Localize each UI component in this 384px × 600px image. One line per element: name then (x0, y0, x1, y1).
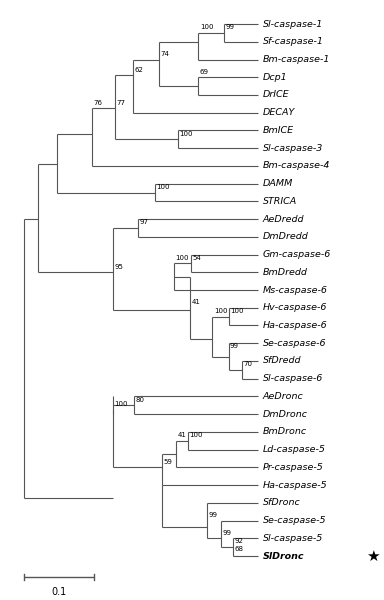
Text: Ms-caspase-6: Ms-caspase-6 (263, 286, 328, 295)
Text: SfDredd: SfDredd (263, 356, 301, 365)
Text: 92: 92 (235, 538, 244, 544)
Text: DmDronc: DmDronc (263, 410, 308, 419)
Text: Bm-caspase-1: Bm-caspase-1 (263, 55, 330, 64)
Text: 77: 77 (116, 100, 125, 106)
Text: 68: 68 (235, 545, 244, 551)
Text: DAMM: DAMM (263, 179, 293, 188)
Text: 80: 80 (136, 397, 144, 403)
Text: 97: 97 (139, 220, 148, 226)
Text: Se-caspase-5: Se-caspase-5 (263, 516, 326, 525)
Text: 41: 41 (177, 432, 186, 438)
Text: DrICE: DrICE (263, 91, 290, 100)
Text: 100: 100 (189, 432, 203, 438)
Text: 70: 70 (243, 361, 252, 367)
Text: Pr-caspase-5: Pr-caspase-5 (263, 463, 324, 472)
Text: BmICE: BmICE (263, 126, 294, 135)
Text: Sl-caspase-1: Sl-caspase-1 (263, 20, 323, 29)
Text: 59: 59 (164, 458, 172, 464)
Text: 95: 95 (114, 263, 124, 269)
Text: SlDronc: SlDronc (263, 551, 304, 560)
Text: 41: 41 (192, 299, 200, 305)
Text: Ld-caspase-5: Ld-caspase-5 (263, 445, 326, 454)
Text: Sl-caspase-6: Sl-caspase-6 (263, 374, 323, 383)
Text: Sl-caspase-5: Sl-caspase-5 (263, 534, 323, 543)
Text: Gm-caspase-6: Gm-caspase-6 (263, 250, 331, 259)
Text: ★: ★ (366, 548, 380, 563)
Text: Hv-caspase-6: Hv-caspase-6 (263, 303, 327, 312)
Text: 100: 100 (114, 401, 128, 407)
Text: 76: 76 (94, 100, 103, 106)
Text: 100: 100 (200, 24, 214, 30)
Text: Sl-caspase-3: Sl-caspase-3 (263, 143, 323, 152)
Text: BmDronc: BmDronc (263, 427, 307, 436)
Text: Ha-caspase-5: Ha-caspase-5 (263, 481, 328, 490)
Text: AeDredd: AeDredd (263, 215, 304, 224)
Text: BmDredd: BmDredd (263, 268, 308, 277)
Text: 54: 54 (193, 255, 202, 261)
Text: SfDronc: SfDronc (263, 499, 301, 508)
Text: 100: 100 (230, 308, 243, 314)
Text: 62: 62 (135, 67, 144, 73)
Text: Sf-caspase-1: Sf-caspase-1 (263, 37, 324, 46)
Text: 99: 99 (208, 512, 217, 518)
Text: 74: 74 (160, 51, 169, 57)
Text: 100: 100 (214, 308, 227, 314)
Text: AeDronc: AeDronc (263, 392, 303, 401)
Text: 99: 99 (230, 343, 239, 349)
Text: Bm-caspase-4: Bm-caspase-4 (263, 161, 330, 170)
Text: 100: 100 (157, 184, 170, 190)
Text: 100: 100 (179, 131, 192, 137)
Text: 99: 99 (222, 530, 231, 536)
Text: 0.1: 0.1 (51, 587, 66, 597)
Text: Dcp1: Dcp1 (263, 73, 287, 82)
Text: DECAY: DECAY (263, 108, 295, 117)
Text: Se-caspase-6: Se-caspase-6 (263, 339, 326, 348)
Text: 100: 100 (175, 255, 189, 261)
Text: DmDredd: DmDredd (263, 232, 308, 241)
Text: STRICA: STRICA (263, 197, 297, 206)
Text: 69: 69 (200, 68, 209, 74)
Text: Ha-caspase-6: Ha-caspase-6 (263, 321, 328, 330)
Text: 99: 99 (226, 24, 235, 30)
